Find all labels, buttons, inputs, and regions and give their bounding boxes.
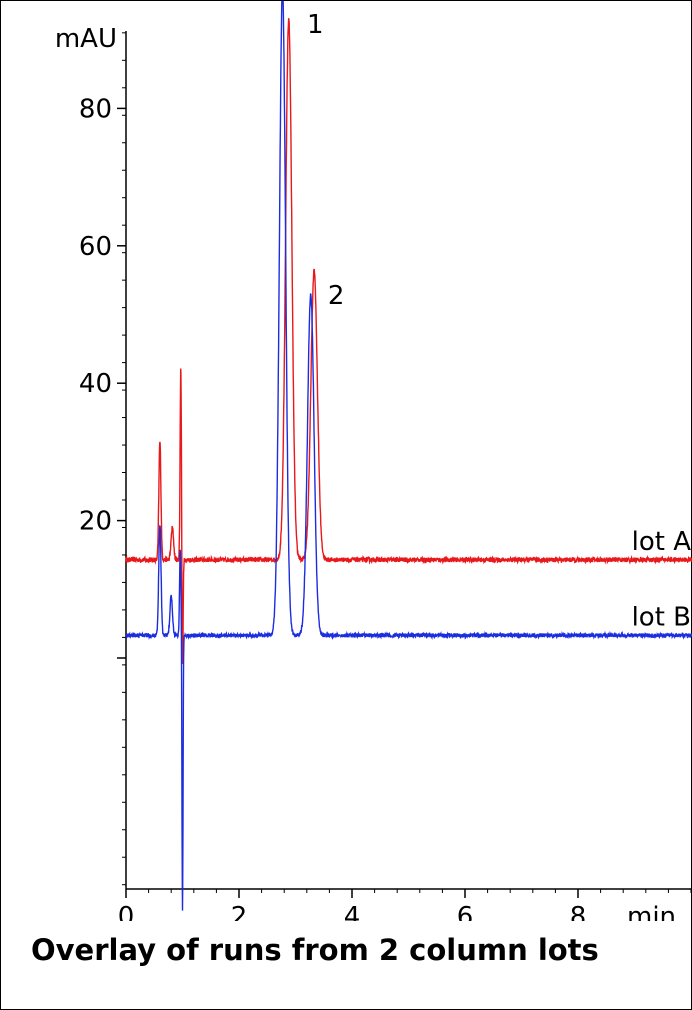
series-line-lot-b [125,1,692,911]
y-axis-label: mAU [55,24,117,54]
y-tick-label: 60 [79,232,112,262]
x-ticks: 0 2 4 6 8 [118,889,587,921]
series-line-lot-a [125,18,692,665]
x-axis-label: min [627,902,676,921]
y-ticks: 20 40 60 80 [79,94,126,659]
series-label: lot A [632,527,692,557]
series-group: lot A lot B [125,1,692,911]
x-tick-label: 8 [570,902,587,921]
y-minor-ticks [122,32,126,886]
x-tick-label: 2 [231,902,248,921]
y-tick-label: 40 [79,369,112,399]
peak-annotation: 2 [328,281,345,311]
chart-title: Overlay of runs from 2 column lots [31,933,599,967]
axes: 20 40 60 80 0 2 4 6 8 [79,31,692,921]
series-label: lot B [632,602,691,632]
x-tick-label: 4 [344,902,361,921]
annotations: 12 [307,10,344,311]
y-tick-label: 80 [79,94,112,124]
y-tick-label: 20 [79,507,112,537]
x-tick-label: 0 [118,902,135,921]
peak-annotation: 1 [307,10,324,40]
x-tick-label: 6 [457,902,474,921]
